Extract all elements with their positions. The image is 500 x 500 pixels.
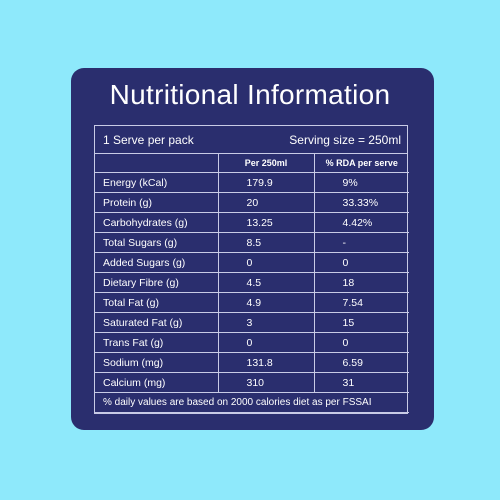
per-250ml-value: 4.9	[217, 292, 315, 313]
rda-value: 0	[313, 252, 409, 273]
nutrient-name: Protein (g)	[95, 192, 219, 213]
table-row: Carbohydrates (g) 13.25 4.42%	[95, 212, 409, 233]
nutrient-name: Added Sugars (g)	[95, 252, 219, 273]
table-row: Saturated Fat (g) 3 15	[95, 312, 409, 333]
table-row: Protein (g) 20 33.33%	[95, 192, 409, 213]
rda-value: 18	[313, 272, 409, 293]
nutrient-name: Carbohydrates (g)	[95, 212, 219, 233]
per-250ml-value: 8.5	[217, 232, 315, 253]
nutrition-table: Per 250ml % RDA per serve Energy (kCal) 1…	[95, 154, 409, 413]
rda-value: 15	[313, 312, 409, 333]
rda-value: 33.33%	[313, 192, 409, 213]
per-250ml-value: 13.25	[217, 212, 315, 233]
per-250ml-value: 131.8	[217, 352, 315, 373]
per-250ml-value: 179.9	[217, 172, 315, 193]
rda-value: 7.54	[313, 292, 409, 313]
nutrition-table-box: 1 Serve per pack Serving size = 250ml Pe…	[94, 125, 409, 414]
nutrient-name: Energy (kCal)	[95, 172, 219, 193]
serving-size: Serving size = 250ml	[289, 133, 401, 147]
table-row: Sodium (mg) 131.8 6.59	[95, 352, 409, 373]
table-row: Total Sugars (g) 8.5-	[95, 232, 409, 253]
per-250ml-value: 20	[217, 192, 315, 213]
table-row: Calcium (mg) 310 31	[95, 372, 409, 393]
rda-value: -	[313, 232, 409, 253]
nutrient-name: Total Sugars (g)	[95, 232, 219, 253]
per-250ml-value: 3	[217, 312, 315, 333]
servings-per-pack: 1 Serve per pack	[103, 133, 194, 147]
nutrient-name: Calcium (mg)	[95, 372, 219, 393]
table-row: Energy (kCal) 179.9 9%	[95, 172, 409, 193]
per-250ml-value: 0	[217, 332, 315, 353]
nutrient-name: Trans Fat (g)	[95, 332, 219, 353]
rda-value: 9%	[313, 172, 409, 193]
table-row: Dietary Fibre (g) 4.5 18	[95, 272, 409, 293]
rda-value: 0	[313, 332, 409, 353]
nutrient-name: Dietary Fibre (g)	[95, 272, 219, 293]
page-title: Nutritional Information	[109, 79, 391, 110]
nutrition-panel: 1 Serve per pack Serving size = 250ml Pe…	[71, 68, 434, 430]
header-per-250ml: Per 250ml	[217, 154, 315, 173]
table-row: Added Sugars (g) 0 0	[95, 252, 409, 273]
nutrient-name: Sodium (mg)	[95, 352, 219, 373]
header-rda: % RDA per serve	[313, 154, 409, 173]
rda-value: 6.59	[313, 352, 409, 373]
header-nutrient	[95, 154, 219, 173]
rda-value: 31	[313, 372, 409, 393]
serving-info-row: 1 Serve per pack Serving size = 250ml	[95, 126, 407, 154]
table-row: Total Fat (g) 4.9 7.54	[95, 292, 409, 313]
footnote: % daily values are based on 2000 calorie…	[95, 392, 409, 413]
per-250ml-value: 0	[217, 252, 315, 273]
table-row: Trans Fat (g) 0 0	[95, 332, 409, 353]
per-250ml-value: 4.5	[217, 272, 315, 293]
nutrient-name: Saturated Fat (g)	[95, 312, 219, 333]
table-header-row: Per 250ml % RDA per serve	[95, 154, 409, 173]
nutrient-name: Total Fat (g)	[95, 292, 219, 313]
rda-value: 4.42%	[313, 212, 409, 233]
per-250ml-value: 310	[217, 372, 315, 393]
footnote-row: % daily values are based on 2000 calorie…	[95, 392, 409, 413]
